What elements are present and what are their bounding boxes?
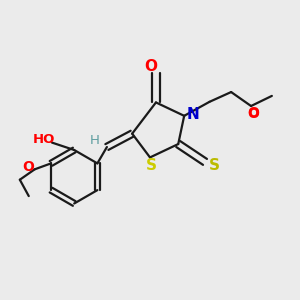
Text: O: O (248, 106, 260, 120)
Text: S: S (146, 158, 157, 173)
Text: O: O (248, 107, 260, 121)
Text: O: O (144, 59, 157, 74)
Text: H: H (90, 134, 100, 147)
Text: HO: HO (32, 133, 55, 146)
Text: O: O (22, 160, 34, 174)
Text: N: N (187, 107, 200, 122)
Text: S: S (209, 158, 220, 173)
